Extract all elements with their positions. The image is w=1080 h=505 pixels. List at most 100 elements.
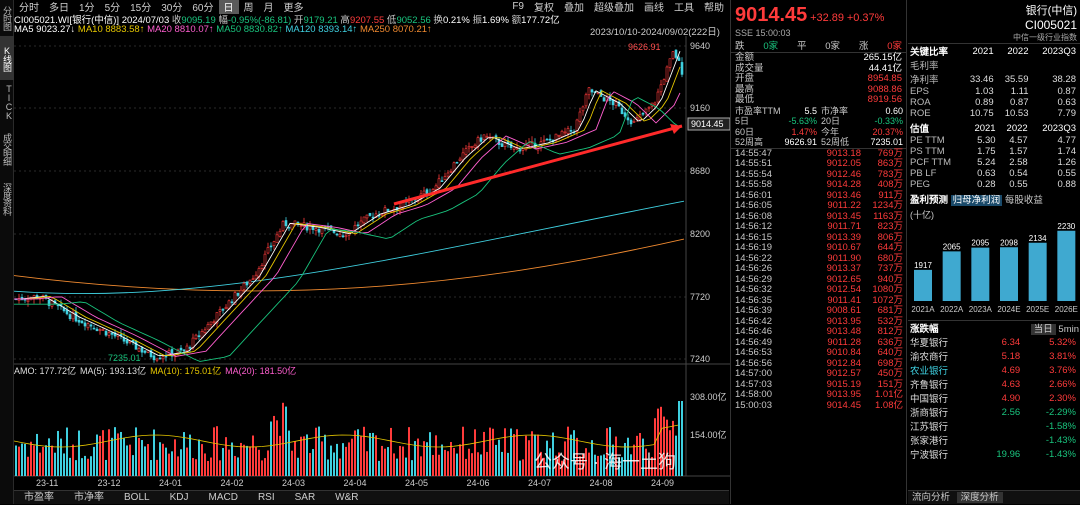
candle-body: [482, 134, 486, 140]
volume-bar: [522, 459, 524, 476]
volume-bar: [381, 445, 383, 476]
rank-row[interactable]: 华夏银行 6.34 5.32%: [908, 335, 1078, 350]
adjust-menu[interactable]: 复权: [534, 2, 554, 14]
stat2-label: 60日: [735, 126, 755, 137]
rank-row[interactable]: 宁波银行 19.96 -1.43%: [908, 447, 1078, 462]
tf-intraday[interactable]: 分时: [19, 2, 39, 14]
rank-row[interactable]: 农业银行 4.69 3.76%: [908, 363, 1078, 378]
tick-volume: 1234万: [872, 200, 903, 211]
tf-month[interactable]: 月: [263, 2, 274, 14]
index-code-right: CI005021: [1024, 18, 1077, 32]
stat-row: 金额 265.15亿: [735, 52, 902, 64]
tab-intraday[interactable]: 分时图: [2, 6, 12, 30]
rank-row[interactable]: 浙商银行 2.56 -2.29%: [908, 405, 1078, 420]
tab-deep[interactable]: 深度分析: [956, 492, 1003, 503]
forecast-tab-profit[interactable]: 归母净利润: [950, 195, 1003, 206]
tick-row: 14:56:42 9013.95 532万: [735, 316, 903, 328]
candle-body: [602, 97, 606, 102]
tick-volume: 940万: [877, 273, 903, 285]
tf-more[interactable]: 更多: [283, 2, 304, 14]
tf-60m[interactable]: 60分: [192, 2, 214, 14]
volume-bar: [582, 454, 584, 476]
ratios-cell: [961, 58, 996, 72]
tab-flow[interactable]: 流向分析: [912, 492, 951, 503]
tab-tick[interactable]: TICK: [4, 84, 14, 120]
date-tick: 24-02: [221, 478, 244, 488]
volume-bar: [81, 458, 83, 476]
tab-pe[interactable]: 市盈率: [24, 492, 54, 503]
candle-body: [134, 341, 138, 350]
tick-price: 9010.84: [826, 347, 861, 358]
tick-volume: 1080万: [872, 284, 903, 295]
volume-bar: [387, 447, 389, 476]
candle-body: [86, 323, 90, 329]
f9-button[interactable]: F9: [512, 0, 524, 12]
rank-tab-5min[interactable]: 5min: [1058, 324, 1079, 335]
volume-bar: [546, 440, 548, 476]
tf-multiday[interactable]: 多日: [49, 2, 69, 14]
tab-boll[interactable]: BOLL: [124, 492, 150, 503]
rank-row[interactable]: 江苏银行 -1.58%: [908, 419, 1078, 434]
tick-volume: 823万: [877, 221, 903, 232]
volume-bar: [42, 446, 44, 476]
volume-bar: [609, 427, 611, 476]
candle-body: [251, 278, 255, 281]
volume-bar: [654, 418, 656, 476]
volume-bar: [255, 447, 257, 476]
tab-trades[interactable]: 成交明细: [2, 133, 12, 165]
rank-price: [977, 433, 1022, 447]
price-axis-8680: 8680: [690, 166, 710, 176]
super-overlay-menu[interactable]: 超级叠加: [594, 2, 634, 14]
volume-bar: [39, 452, 41, 476]
candle-body: [584, 94, 588, 107]
tab-wr[interactable]: W&R: [335, 492, 359, 503]
forecast-title: 盈利预测 归母净利润 每股收益: [910, 195, 1043, 206]
volume-bar: [414, 441, 416, 476]
forecast-bar-label: 1917: [914, 261, 932, 270]
tick-time: 14:56:35: [735, 294, 772, 306]
tf-week[interactable]: 周: [243, 2, 254, 14]
forecast-category: 2022A: [940, 305, 964, 314]
valuation-row: PB LF 0.63 0.54 0.55: [908, 168, 1078, 179]
tick-row: 14:55:51 9012.05 863万: [735, 158, 903, 170]
rank-row[interactable]: 渝农商行 5.18 3.81%: [908, 349, 1078, 364]
tab-sar[interactable]: SAR: [294, 492, 316, 503]
tab-rsi[interactable]: RSI: [257, 492, 275, 503]
rank-row[interactable]: 齐鲁银行 4.63 2.66%: [908, 377, 1078, 392]
volume-bar: [105, 459, 107, 476]
tf-5m[interactable]: 5分: [104, 2, 121, 14]
tf-15m[interactable]: 15分: [130, 2, 152, 14]
volume-bar: [156, 459, 158, 476]
volume-bar: [282, 402, 284, 476]
volume-bar: [429, 432, 431, 476]
candle-body: [131, 339, 135, 342]
rank-row[interactable]: 张家港行 -1.43%: [908, 433, 1078, 448]
forecast-category: 2024E: [997, 305, 1020, 314]
valuation-table: 估值 2021 2022 2023Q3 PE TTM 5.30 4.57 4.77 PS TTM…: [908, 121, 1078, 191]
candle-body: [647, 106, 651, 109]
forecast-tab-eps[interactable]: 每股收益: [1004, 195, 1043, 206]
volume-bar: [567, 426, 569, 476]
stat2-label: 今年: [821, 126, 840, 137]
tab-kdj[interactable]: KDJ: [169, 492, 189, 503]
rank-row[interactable]: 中国银行 4.90 2.30%: [908, 391, 1078, 406]
valuation-row: PEG 0.28 0.55 0.88: [908, 179, 1078, 190]
tick-price: 9015.19: [826, 378, 861, 390]
tf-day[interactable]: 日: [218, 0, 239, 14]
volume-bar: [633, 444, 635, 476]
draw-line-menu[interactable]: 画线: [644, 2, 664, 14]
tf-30m[interactable]: 30分: [161, 2, 183, 14]
tf-1m[interactable]: 1分: [79, 2, 95, 14]
tab-kline[interactable]: K线图: [0, 36, 14, 80]
tab-macd[interactable]: MACD: [208, 492, 238, 503]
candle-body: [215, 312, 219, 324]
tab-depth[interactable]: 深度资料: [2, 183, 12, 215]
kline-chart[interactable]: 9626.91 7235.01 9640 9160 8680 8200 7720…: [14, 36, 730, 490]
candle-body: [485, 136, 489, 138]
help-menu[interactable]: 帮助: [704, 2, 724, 14]
overlay-menu[interactable]: 叠加: [564, 2, 584, 14]
tab-pb[interactable]: 市净率: [74, 492, 104, 503]
volume-bar: [78, 430, 80, 476]
tools-menu[interactable]: 工具: [674, 2, 694, 14]
rank-tab-day[interactable]: 当日: [1030, 324, 1056, 335]
